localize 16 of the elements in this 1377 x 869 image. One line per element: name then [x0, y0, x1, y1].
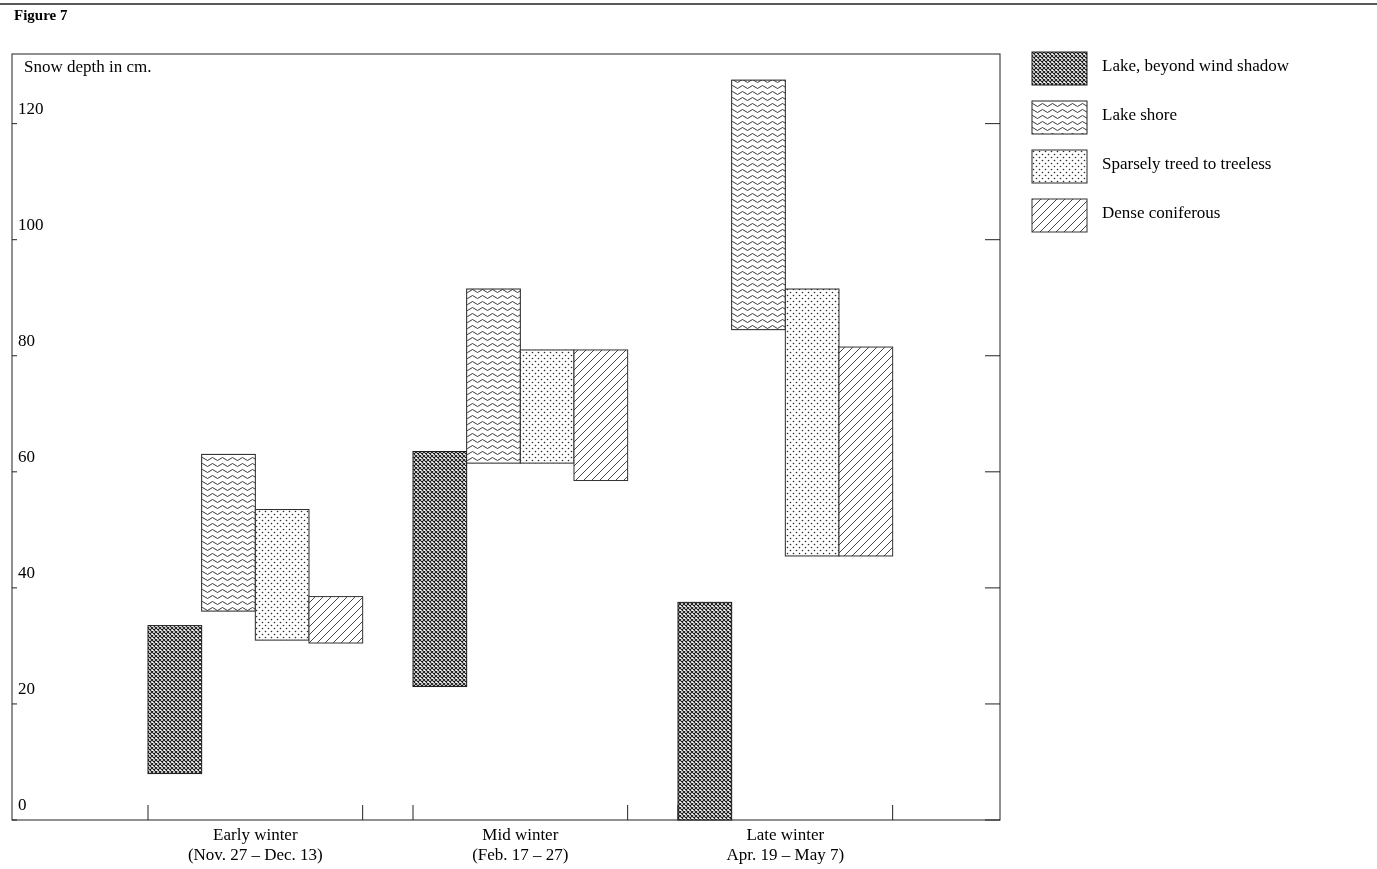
legend-label: Dense coniferous: [1102, 202, 1221, 222]
legend-label: Sparsely treed to treeless: [1102, 153, 1272, 173]
x-tick-label: Early winter (Nov. 27 – Dec. 13): [187, 825, 323, 864]
legend-label: Lake shore: [1102, 104, 1178, 124]
x-tick-label: Mid winter (Feb. 17 – 27): [472, 825, 569, 864]
y-tick-label: 80: [18, 330, 35, 350]
chart-title: Figure 7: [14, 7, 68, 23]
y-tick-label: 20: [18, 678, 35, 698]
y-tick-label: 40: [18, 562, 35, 582]
y-tick-label: 60: [18, 446, 35, 466]
x-tick-label: Late winter Apr. 19 – May 7): [726, 825, 845, 864]
y-axis-title: Snow depth in cm.: [24, 57, 152, 76]
y-tick-label: 120: [18, 98, 44, 118]
legend-label: Lake, beyond wind shadow: [1102, 55, 1290, 75]
y-tick-label: 0: [18, 794, 27, 814]
y-tick-label: 100: [18, 214, 44, 234]
